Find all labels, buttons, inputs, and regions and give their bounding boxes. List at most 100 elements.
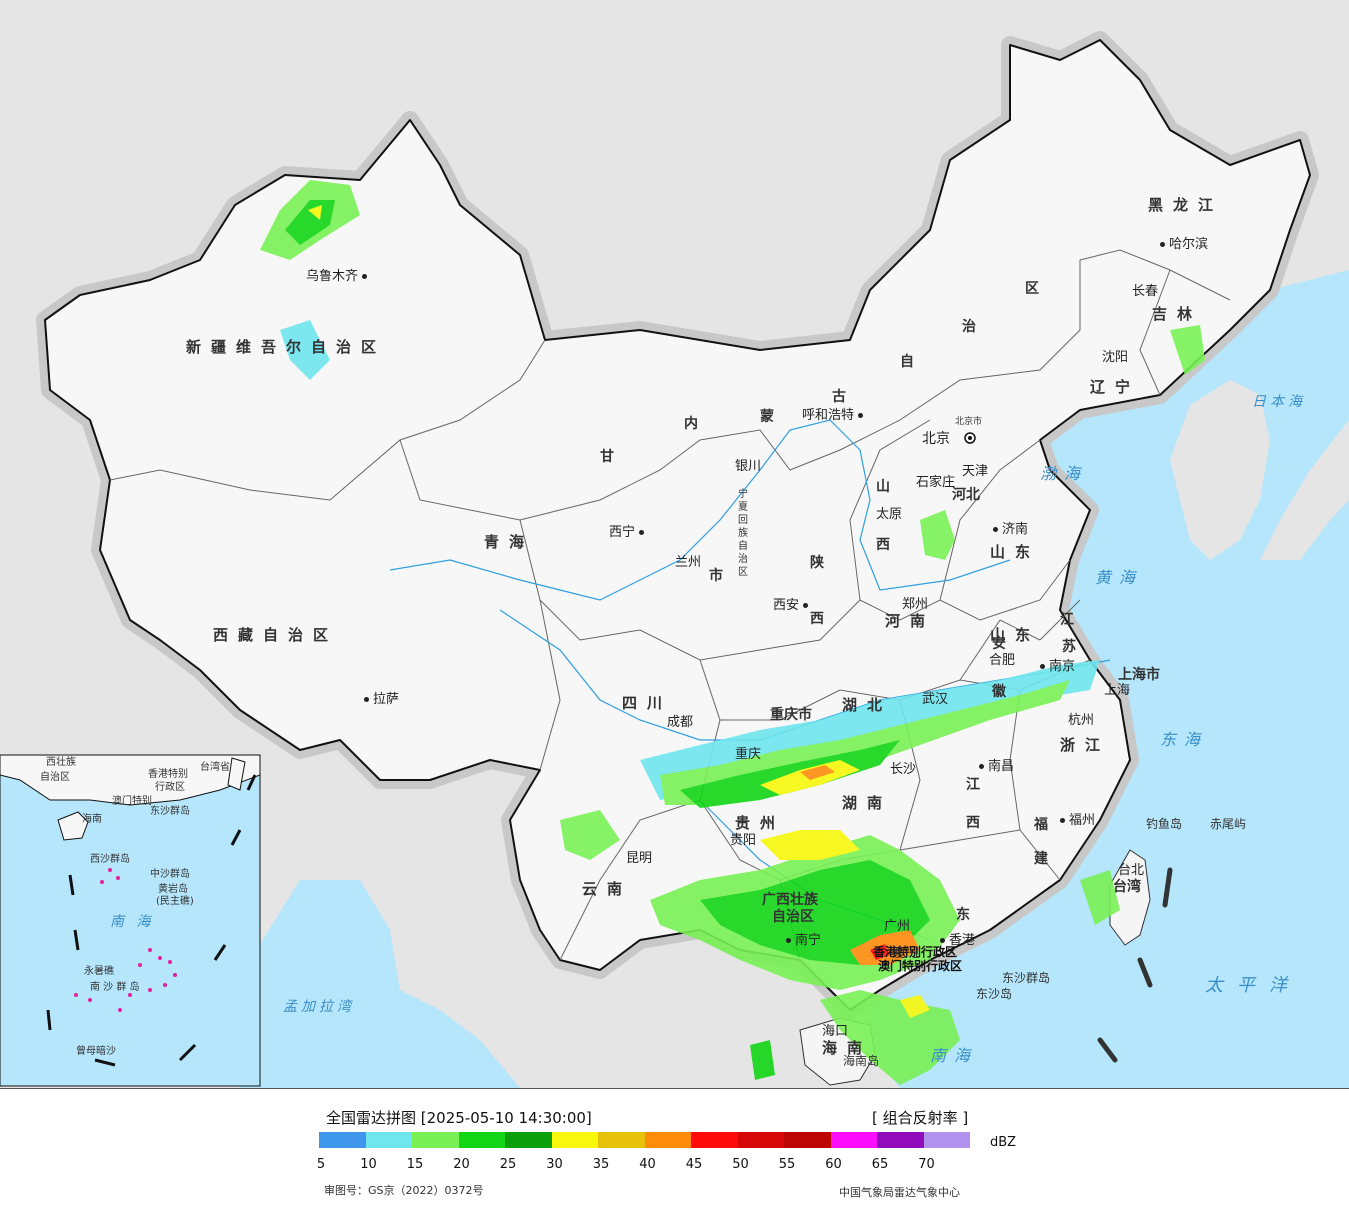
city-shanghai: 上海 (1104, 683, 1131, 698)
legend-swatch (412, 1132, 459, 1148)
label-fujian-0: 福 (1034, 817, 1048, 833)
city-hongkong: 香港 (940, 934, 975, 947)
inset-zengmu: 曾母暗沙 (76, 1046, 116, 1057)
label-macau-sar: 澳门特别行政区 (878, 959, 963, 973)
city-lanzhou: 兰州 (675, 555, 702, 570)
city-nanjing: 南京 (1040, 660, 1075, 673)
city-nanchang: 南昌 (979, 760, 1014, 773)
legend-tick: 55 (778, 1157, 796, 1172)
label-taiwan: 台湾 (1113, 879, 1141, 895)
inset-taiwan (227, 757, 246, 791)
city-macau: 澳门 (892, 946, 919, 961)
label-jiangsu-1: 苏 (1062, 639, 1076, 655)
legend-swatch (644, 1132, 691, 1148)
legend-tick: 40 (639, 1157, 656, 1172)
legend-swatch (830, 1132, 877, 1148)
city-zhengzhou: 郑州 (902, 597, 929, 612)
label-anhui-0: 安 (992, 636, 1006, 652)
legend-swatch (877, 1132, 924, 1148)
sea-huanghai: 黄海 (1095, 568, 1144, 587)
review-number: 审图号：GS京（2022）0372号 (324, 1184, 484, 1197)
label-jiangsu-0: 江 (1060, 612, 1074, 628)
inset-zhongsha: 中沙群岛 (150, 869, 190, 880)
label-nmg-4: 治 (962, 319, 976, 335)
label-jiangxi-1: 西 (966, 815, 980, 831)
inset-huangyan: 黄岩岛 (158, 884, 188, 895)
legend-swatch (737, 1132, 784, 1148)
legend-colorbar (319, 1132, 970, 1148)
city-guiyang: 贵阳 (730, 833, 757, 848)
legend-tick: 35 (592, 1157, 610, 1172)
city-kunming: 昆明 (626, 851, 653, 866)
label-jilin: 吉林 (1152, 305, 1203, 323)
sea-ribenhai: 日本海 (1252, 394, 1306, 410)
inset-taiwan: 台湾省 (200, 762, 230, 773)
sea-bohai: 渤海 (1040, 464, 1089, 483)
legend-product: [ 组合反射率 ] (872, 1109, 969, 1127)
city-wuhan: 武汉 (922, 692, 949, 707)
label-qinghai: 青海 (484, 533, 535, 551)
label-guangxi2: 自治区 (772, 909, 814, 925)
label-ningxia: 宁夏回族自治区 (738, 489, 748, 578)
inset-dashline (46, 774, 257, 1067)
south-china-sea-inset: 西壮族 自治区 香港特别 行政区 台湾省 澳门特别 东沙群岛 海南 中沙群岛 黄… (0, 755, 260, 1086)
inset-hainan (57, 811, 89, 841)
legend-swatch (598, 1132, 645, 1148)
city-tianjin: 天津 (962, 464, 989, 479)
dash-line (1097, 867, 1173, 1063)
legend-swatch (319, 1132, 366, 1148)
city-fuzhou: 福州 (1060, 814, 1095, 827)
inset-frame (0, 754, 261, 1087)
island-diaoyudao: 钓鱼岛 (1146, 817, 1183, 831)
legend-tick: 30 (546, 1157, 563, 1172)
inset-xingzhengqu: 行政区 (155, 782, 185, 793)
label-jiangxi-0: 江 (966, 777, 980, 793)
label-nmg-5: 区 (1025, 281, 1039, 297)
label-hainan: 海南 (822, 1039, 873, 1057)
label-heilongjiang: 黑龙江 (1148, 196, 1224, 214)
legend-tick: 15 (406, 1157, 424, 1172)
city-hefei: 合肥 (989, 653, 1016, 668)
radar-map (0, 0, 1349, 1088)
label-fujian-1: 建 (1034, 851, 1048, 867)
city-jinan: 济南 (993, 523, 1028, 536)
city-nanning: 南宁 (786, 934, 821, 947)
inset-minzhu: (民主礁) (156, 896, 194, 907)
sea-donghai: 东海 (1160, 730, 1209, 749)
inset-aomen: 澳门特别 (112, 796, 152, 807)
label-nmg-3: 自 (900, 354, 914, 370)
sea-taipingyang: 太平洋 (1205, 975, 1301, 996)
label-guizhou: 贵州 (735, 814, 786, 832)
legend-title: 全国雷达拼图 [2025-05-10 14:30:00] (326, 1109, 592, 1127)
legend-swatch (365, 1132, 412, 1148)
label-hk-sar: 香港特别行政区 (873, 945, 958, 959)
label-shanxi-1: 西 (876, 537, 890, 553)
city-haikou: 海口 (822, 1024, 849, 1039)
sea-area-bay (240, 880, 520, 1088)
legend-swatch (923, 1132, 970, 1148)
inset-nanhai: 南 海 (110, 914, 155, 930)
inset-xisha: 西沙群岛 (90, 854, 130, 865)
label-liaoning: 辽宁 (1090, 378, 1141, 396)
city-changsha: 长沙 (890, 762, 917, 777)
legend-swatch (691, 1132, 738, 1148)
city-harbin: 哈尔滨 (1160, 238, 1208, 251)
legend-swatch (551, 1132, 598, 1148)
label-shanghai: 上海市 (1118, 667, 1160, 683)
label-hunan: 湖南 (842, 794, 893, 812)
island-dongsha: 东沙群岛 (1002, 971, 1051, 985)
legend-swatch (505, 1132, 552, 1148)
inset-zizhiqu: 自治区 (40, 772, 70, 783)
label-hubei: 湖北 (842, 696, 893, 714)
island-hainandao: 海南岛 (843, 1054, 880, 1068)
inset-nansha: 南 沙 群 岛 (90, 982, 140, 993)
city-chengdu: 成都 (667, 715, 694, 730)
city-xining: 西宁 (609, 526, 645, 539)
legend-tick: 25 (499, 1157, 517, 1172)
legend-tick: 45 (685, 1157, 703, 1172)
city-beijing: 北京 (922, 431, 950, 447)
city-shijiazhuang: 石家庄 (916, 475, 956, 490)
japan (1260, 420, 1349, 560)
beijing-marker (964, 432, 976, 444)
city-hangzhou: 杭州 (1068, 713, 1095, 728)
